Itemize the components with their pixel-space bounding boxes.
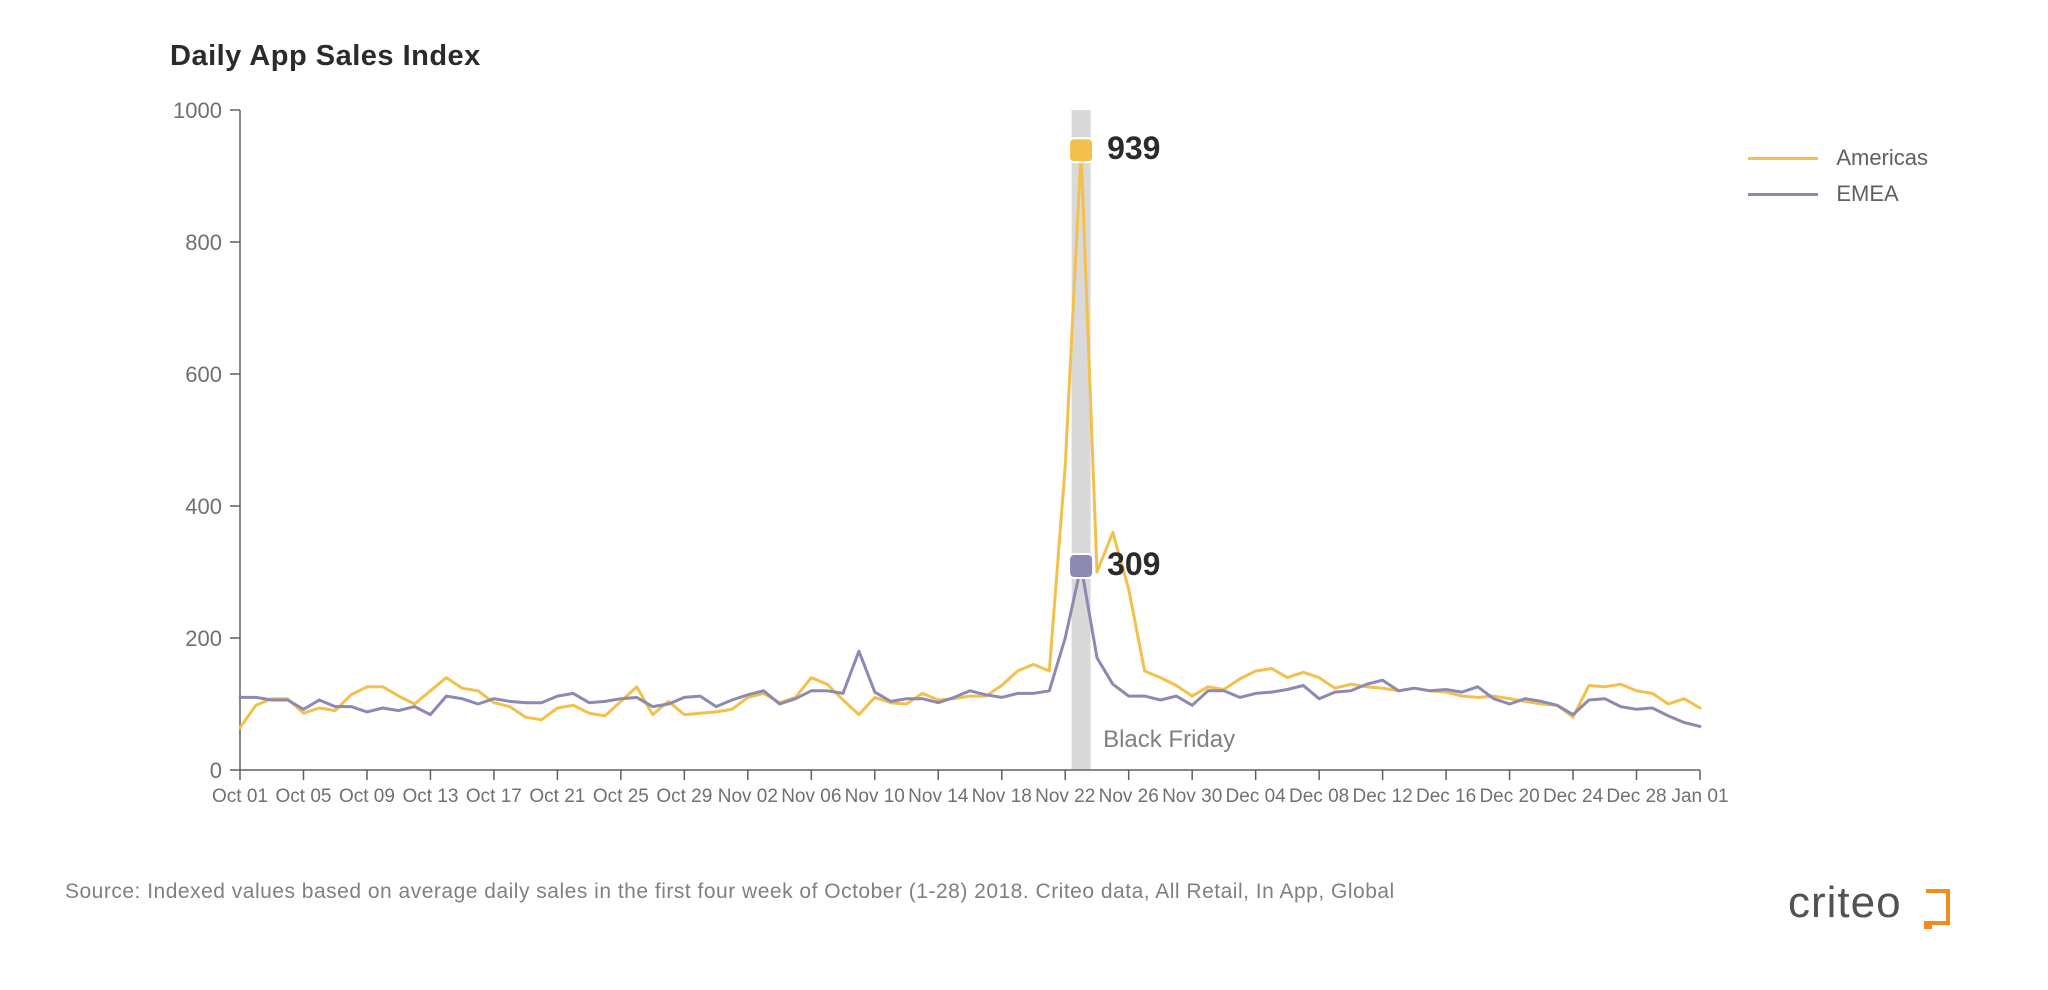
svg-text:Nov 06: Nov 06: [781, 786, 841, 807]
svg-text:Dec 04: Dec 04: [1226, 786, 1287, 807]
svg-text:Oct 13: Oct 13: [402, 786, 458, 807]
data-callout-emea: 309: [1107, 546, 1160, 583]
svg-text:Nov 18: Nov 18: [972, 786, 1032, 807]
svg-text:Nov 30: Nov 30: [1162, 786, 1222, 807]
legend-item-emea: EMEA: [1748, 181, 1928, 207]
legend-swatch: [1748, 193, 1818, 196]
svg-text:Nov 02: Nov 02: [718, 786, 778, 807]
brand-logo: criteo: [1788, 875, 1968, 940]
svg-text:Dec 16: Dec 16: [1416, 786, 1476, 807]
legend-label: Americas: [1836, 145, 1928, 171]
legend-swatch: [1748, 157, 1818, 160]
black-friday-label: Black Friday: [1103, 726, 1235, 754]
svg-text:1000: 1000: [173, 98, 222, 123]
svg-text:Oct 29: Oct 29: [656, 786, 712, 807]
svg-text:Oct 05: Oct 05: [275, 786, 331, 807]
svg-text:600: 600: [185, 362, 222, 387]
svg-text:Nov 14: Nov 14: [908, 786, 969, 807]
svg-text:Oct 09: Oct 09: [339, 786, 395, 807]
brand-accent-icon: [1928, 891, 1948, 923]
source-text: Source: Indexed values based on average …: [65, 880, 1395, 904]
data-callout-americas: 939: [1107, 130, 1160, 167]
svg-text:0: 0: [210, 758, 222, 783]
chart-plot: 0 200 400 600 800 1000 Oct 01 Oct 05 Oct 09 Oct 1…: [0, 0, 2048, 990]
brand-text: criteo: [1788, 878, 1902, 927]
legend-item-americas: Americas: [1748, 145, 1928, 171]
legend: Americas EMEA: [1748, 145, 1928, 217]
svg-text:400: 400: [185, 494, 222, 519]
svg-text:Dec 08: Dec 08: [1289, 786, 1349, 807]
svg-text:Nov 22: Nov 22: [1035, 786, 1095, 807]
svg-text:200: 200: [185, 626, 222, 651]
svg-text:Nov 10: Nov 10: [845, 786, 905, 807]
svg-text:Oct 17: Oct 17: [466, 786, 522, 807]
svg-text:Oct 21: Oct 21: [529, 786, 585, 807]
svg-text:Dec 24: Dec 24: [1543, 786, 1604, 807]
svg-text:800: 800: [185, 230, 222, 255]
svg-text:Nov 26: Nov 26: [1099, 786, 1159, 807]
legend-label: EMEA: [1836, 181, 1898, 207]
svg-text:Dec 20: Dec 20: [1479, 786, 1539, 807]
svg-text:Jan 01: Jan 01: [1671, 786, 1728, 807]
svg-text:Oct 01: Oct 01: [212, 786, 268, 807]
brand-accent-dot-icon: [1924, 921, 1932, 929]
svg-text:Dec 12: Dec 12: [1353, 786, 1413, 807]
svg-text:Oct 25: Oct 25: [593, 786, 649, 807]
svg-text:Dec 28: Dec 28: [1606, 786, 1666, 807]
